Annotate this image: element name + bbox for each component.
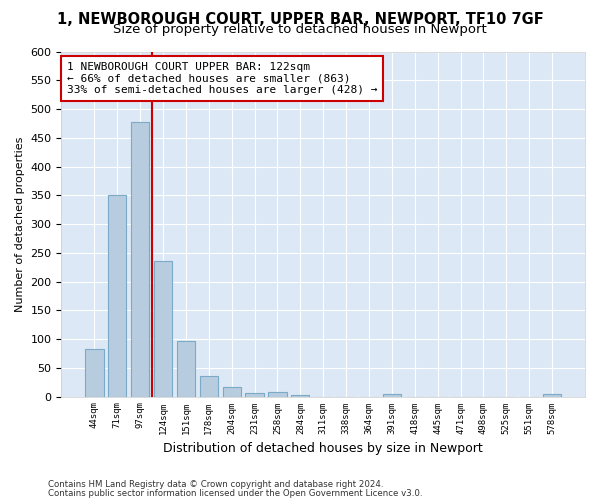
Bar (108, 196, 127, 396)
Text: 1, NEWBOROUGH COURT, UPPER BAR, NEWPORT, TF10 7GF: 1, NEWBOROUGH COURT, UPPER BAR, NEWPORT,… (56, 12, 544, 28)
Bar (200, 376, 218, 396)
Text: Contains HM Land Registry data © Crown copyright and database right 2024.: Contains HM Land Registry data © Crown c… (48, 480, 383, 489)
Text: Size of property relative to detached houses in Newport: Size of property relative to detached ho… (113, 22, 487, 36)
Bar (177, 342, 195, 396)
Bar (245, 392, 264, 396)
Bar (543, 394, 561, 396)
Y-axis label: Number of detached properties: Number of detached properties (15, 136, 25, 312)
X-axis label: Distribution of detached houses by size in Newport: Distribution of detached houses by size … (163, 442, 483, 455)
Bar (268, 392, 287, 396)
Text: 1 NEWBOROUGH COURT UPPER BAR: 122sqm
← 66% of detached houses are smaller (863)
: 1 NEWBOROUGH COURT UPPER BAR: 122sqm ← 6… (67, 62, 377, 95)
Bar (85, 349, 104, 397)
Bar (154, 262, 172, 396)
Bar (131, 122, 149, 396)
Bar (383, 394, 401, 396)
Text: Contains public sector information licensed under the Open Government Licence v3: Contains public sector information licen… (48, 488, 422, 498)
Bar (223, 388, 241, 396)
Bar (291, 395, 310, 396)
